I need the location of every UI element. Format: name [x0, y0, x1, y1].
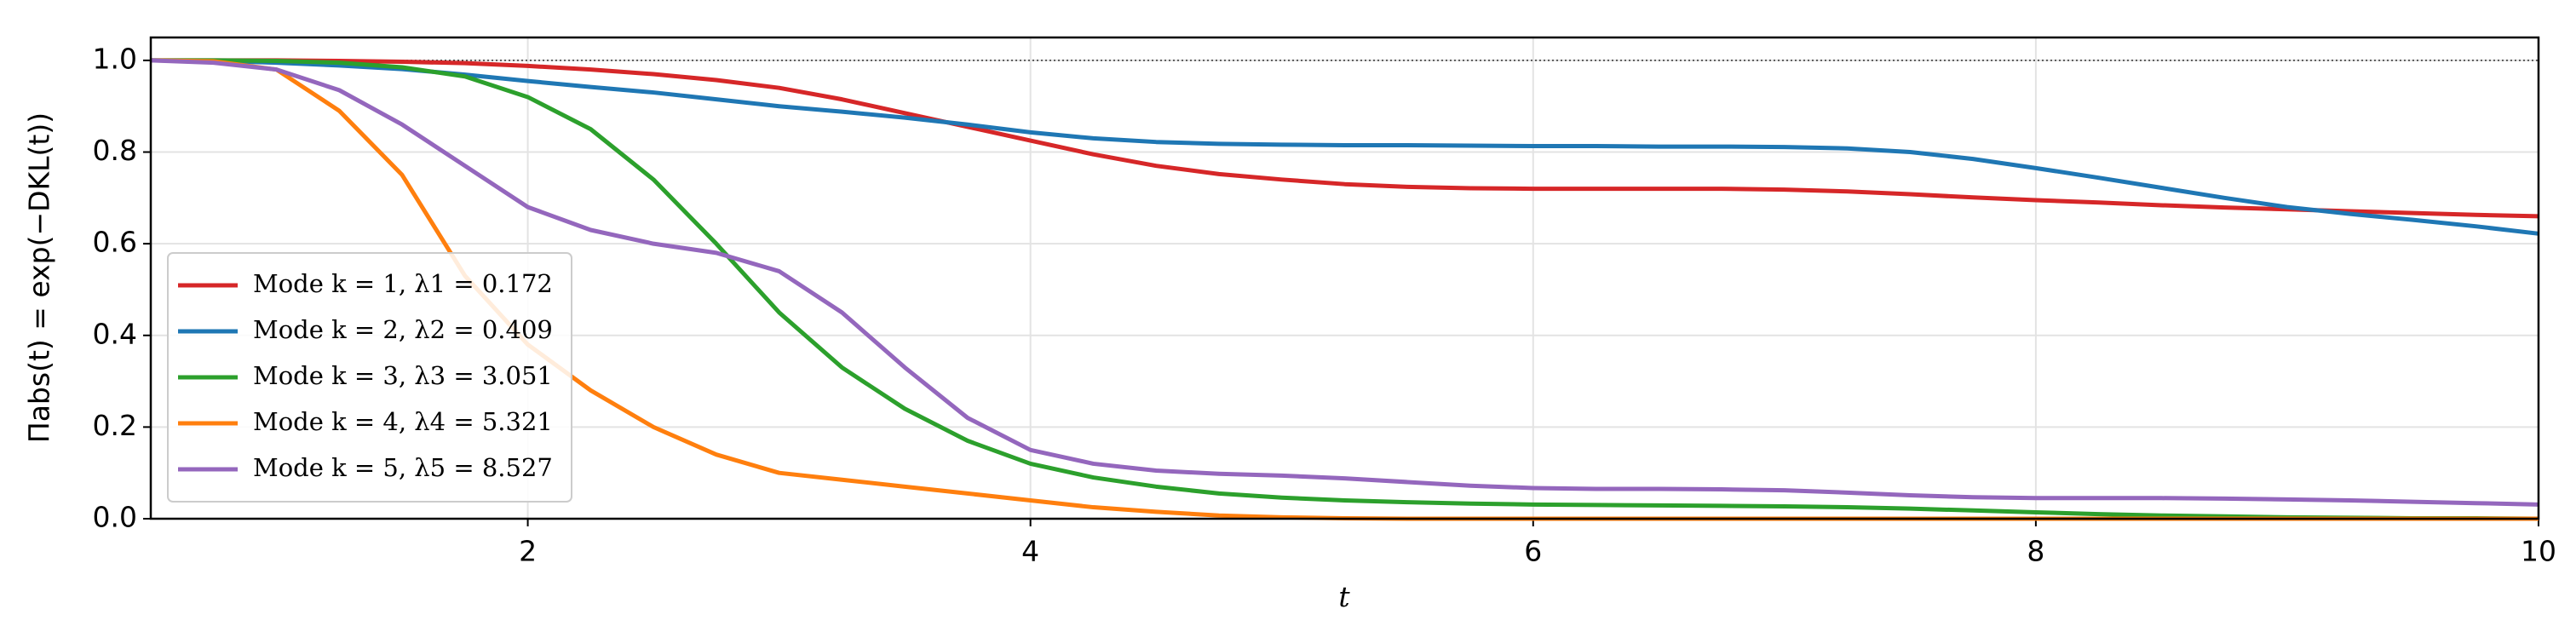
plot-frame	[149, 36, 2540, 520]
series-line	[151, 58, 2539, 219]
x-tick-label: 8	[2027, 535, 2044, 568]
y-axis-label: Πabs(t) = exp(−DKL(t))	[23, 112, 56, 443]
y-tick-label: 0.0	[93, 501, 137, 534]
legend: Mode k = 1, λ1 = 0.172 Mode k = 2, λ2 = 0…	[167, 252, 572, 503]
legend-label: Mode k = 1, λ1 = 0.172	[253, 269, 553, 298]
legend-label: Mode k = 5, λ5 = 8.527	[253, 453, 553, 482]
x-tick-label: 2	[519, 535, 537, 568]
y-tick-label: 0.4	[93, 317, 137, 350]
x-axis-label: t	[1338, 580, 1350, 613]
series-line	[150, 58, 2539, 236]
legend-box	[167, 252, 572, 503]
legend-label: Mode k = 2, λ2 = 0.409	[253, 315, 553, 344]
x-tick-label: 10	[2521, 535, 2556, 568]
legend-label: Mode k = 4, λ4 = 5.321	[253, 407, 553, 436]
series-line	[150, 58, 2539, 507]
y-tick-label: 0.6	[93, 226, 137, 259]
x-tick-label: 4	[1021, 535, 1039, 568]
series-line	[151, 58, 2539, 521]
y-tick-label: 1.0	[93, 42, 137, 75]
y-tick-label: 0.2	[93, 409, 137, 442]
y-tick-label: 0.8	[93, 134, 137, 167]
x-tick-label: 6	[1524, 535, 1542, 568]
legend-label: Mode k = 3, λ3 = 3.051	[253, 361, 553, 390]
